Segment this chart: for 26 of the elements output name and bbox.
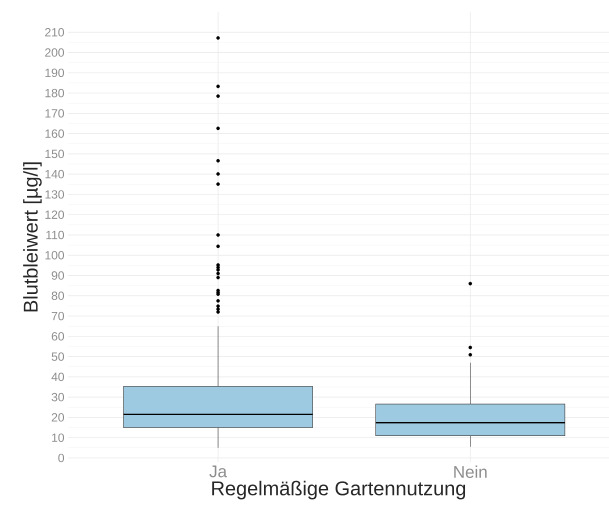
y-tick-label: 120 — [45, 210, 64, 219]
x-tick-label: Nein — [454, 466, 487, 478]
y-tick-label: 50 — [52, 352, 64, 361]
x-tick-label: Ja — [209, 466, 228, 478]
y-tick-label: 170 — [45, 109, 64, 118]
y-axis-title: Blutbleiwert [µg/l] — [23, 162, 42, 312]
y-tick-label: 210 — [45, 28, 64, 36]
y-tick-label: 0 — [58, 454, 64, 462]
y-tick-label: 130 — [45, 190, 64, 199]
y-tick-label: 110 — [46, 230, 64, 240]
y-tick-label: 150 — [45, 150, 64, 158]
x-axis-title: Regelmäßige Gartennutzung — [212, 480, 466, 500]
y-tick-label: 200 — [45, 48, 64, 57]
y-tick-label: 190 — [45, 68, 64, 78]
y-tick-label: 140 — [45, 170, 64, 178]
y-tick-label: 100 — [45, 251, 64, 260]
y-tick-label: 160 — [45, 129, 64, 138]
y-tick-label: 180 — [45, 88, 64, 98]
y-tick-label: 80 — [52, 292, 64, 300]
y-tick-label: 90 — [52, 271, 64, 280]
y-tick-label: 60 — [52, 332, 64, 341]
y-tick-label: 70 — [52, 312, 64, 320]
y-tick-label: 40 — [51, 372, 64, 382]
y-tick-label: 30 — [52, 392, 64, 402]
y-tick-label: 20 — [52, 413, 64, 422]
y-tick-label: 10 — [52, 433, 64, 442]
